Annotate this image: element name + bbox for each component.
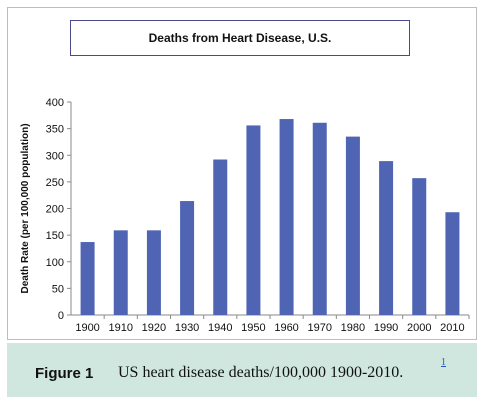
bar <box>113 230 128 315</box>
bar <box>180 201 195 315</box>
caption-label: Figure 1 <box>35 365 94 382</box>
plot-area: 0 50 100 150 200 250 300 350 400 1900 1910 1920 1930… <box>20 97 470 334</box>
y-tick-label: 50 <box>52 283 64 295</box>
x-tick-label: 1990 <box>374 322 398 334</box>
y-tick-label: 0 <box>58 310 64 322</box>
x-tick-label: 2010 <box>440 322 464 334</box>
y-axis-label: Death Rate (per 100,000 population) <box>20 123 31 293</box>
bar <box>412 178 427 315</box>
caption-text: US heart disease deaths/100,000 1900-201… <box>118 364 404 381</box>
bar <box>246 125 261 316</box>
y-tick-label: 250 <box>46 177 64 189</box>
bar <box>279 119 294 315</box>
chart-title: Deaths from Heart Disease, U.S. <box>70 20 410 56</box>
y-tick-label: 100 <box>46 257 64 269</box>
x-tick-label: 1900 <box>75 322 99 334</box>
chart-frame: Deaths from Heart Disease, U.S. 0 50 100 15… <box>7 7 477 340</box>
y-tick-label: 150 <box>46 230 64 242</box>
x-tick-label: 1970 <box>308 322 332 334</box>
figure-caption: Figure 1 US heart disease deaths/100,000… <box>7 343 477 397</box>
x-tick-label: 1930 <box>175 322 199 334</box>
bar <box>146 230 161 315</box>
y-tick-label: 350 <box>46 124 64 136</box>
x-tick-label: 1940 <box>208 322 232 334</box>
x-tick-label: 1960 <box>274 322 298 334</box>
bar <box>379 161 394 315</box>
caption-reference-link[interactable]: 1 <box>441 357 446 368</box>
x-tick-label: 1950 <box>241 322 265 334</box>
y-tick-label: 300 <box>46 150 64 162</box>
y-tick-label: 200 <box>46 204 64 216</box>
bar-chart: 0 50 100 150 200 250 300 350 400 1900 1910 1920 1930… <box>20 97 470 334</box>
bar <box>80 242 95 315</box>
x-tick-label: 2000 <box>407 322 431 334</box>
bar <box>345 136 360 315</box>
x-tick-label: 1910 <box>109 322 133 334</box>
x-tick-label: 1980 <box>341 322 365 334</box>
x-tick-label: 1920 <box>142 322 166 334</box>
bar <box>312 122 327 315</box>
y-tick-label: 400 <box>46 97 64 109</box>
bar <box>445 212 460 315</box>
bar <box>213 159 228 315</box>
